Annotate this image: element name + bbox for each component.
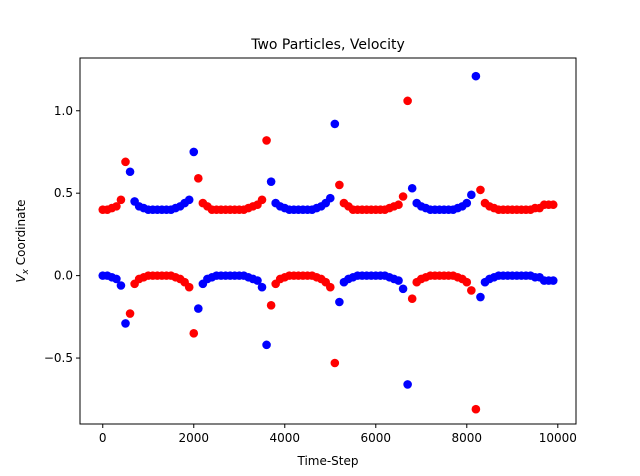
data-point-series-1-36 — [262, 136, 271, 145]
x-tick-label: 2000 — [178, 431, 209, 445]
data-point-series-1-51 — [330, 358, 340, 368]
data-point-series-2-66 — [398, 284, 408, 294]
data-point-series-2-4 — [116, 281, 126, 290]
data-point-series-2-82 — [471, 71, 481, 81]
data-point-series-2-80 — [462, 198, 472, 208]
data-point-series-1-5 — [121, 157, 130, 167]
y-axis: −0.5 0.0 0.5 1.0 — [44, 104, 80, 365]
x-tick-label: 10000 — [539, 431, 577, 445]
data-point-series-2-52 — [335, 297, 344, 307]
data-point-series-2-99 — [548, 276, 558, 285]
data-point-series-2-83 — [476, 292, 485, 302]
data-point-series-2-68 — [407, 183, 417, 193]
data-point-series-2-21 — [194, 304, 203, 313]
y-tick-label: −0.5 — [44, 351, 73, 365]
data-point-series-1-4 — [116, 195, 126, 205]
data-point-series-2-34 — [253, 276, 262, 285]
data-point-series-1-65 — [394, 200, 403, 210]
data-point-series-1-19 — [184, 282, 194, 292]
chart-title: Two Particles, Velocity — [250, 37, 405, 53]
x-axis: 0 2000 4000 6000 8000 10000 — [99, 424, 577, 445]
data-point-series-2-5 — [121, 319, 130, 328]
y-tick-label: 0.0 — [54, 269, 73, 283]
x-axis-label: Time-Step — [296, 454, 358, 468]
data-point-series-1-99 — [548, 200, 558, 210]
data-point-series-2-50 — [325, 193, 335, 203]
plot-frame — [79, 57, 577, 425]
x-tick-label: 6000 — [361, 431, 392, 445]
data-point-series-2-35 — [257, 282, 267, 292]
y-tick-label: 0.5 — [54, 186, 73, 200]
data-point-series-2-20 — [189, 147, 199, 157]
data-point-series-1-21 — [194, 174, 203, 183]
data-point-series-2-67 — [403, 380, 412, 389]
y-axis-label: Vx Coordinate — [14, 199, 31, 282]
data-point-series-2-3 — [112, 274, 121, 284]
data-point-series-1-80 — [462, 277, 472, 287]
data-point-series-2-65 — [394, 276, 403, 285]
data-point-series-1-37 — [266, 301, 276, 310]
data-point-series-1-67 — [403, 96, 412, 106]
data-point-series-2-6 — [125, 167, 135, 177]
data-point-series-1-3 — [112, 202, 121, 211]
data-point-series-1-83 — [476, 185, 485, 195]
data-point-series-1-52 — [335, 180, 344, 190]
data-point-series-1-82 — [471, 404, 481, 414]
y-tick-label: 1.0 — [54, 104, 73, 118]
data-point-series-1-66 — [398, 192, 408, 201]
x-tick-label: 8000 — [452, 431, 483, 445]
data-point-series-2-37 — [266, 177, 276, 186]
data-point-series-2-19 — [184, 195, 194, 205]
data-point-series-2-81 — [467, 190, 476, 200]
data-point-series-2-51 — [330, 119, 340, 129]
data-point-series-1-20 — [189, 329, 199, 338]
data-point-series-1-50 — [325, 282, 335, 292]
x-tick-label: 0 — [99, 431, 107, 445]
data-point-series-1-81 — [467, 286, 476, 295]
data-point-series-1-6 — [125, 309, 135, 318]
data-point-series-1-35 — [257, 195, 267, 205]
data-points — [98, 71, 558, 414]
x-tick-label: 4000 — [269, 431, 300, 445]
data-point-series-2-36 — [262, 340, 271, 350]
data-point-series-1-68 — [407, 294, 417, 304]
